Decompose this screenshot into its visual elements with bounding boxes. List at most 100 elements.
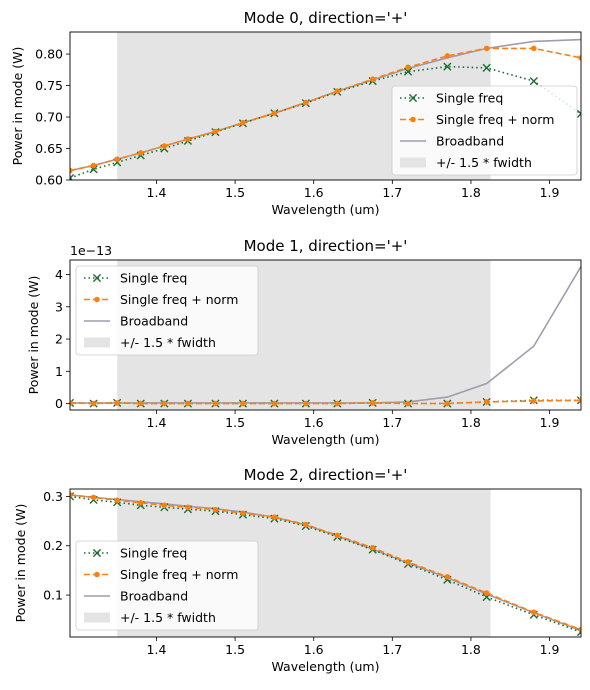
- chart-panel-1: 1.4 1.5 1.6 1.7 1.8 1.9 Wavelength (um) 0 1 2 3 4 Po…: [26, 237, 582, 447]
- legend-item: Broadband: [84, 589, 188, 604]
- x-tick-label: 1.7: [382, 415, 402, 430]
- x-tick-label: 1.8: [461, 415, 481, 430]
- data-point-single-freq: [70, 398, 75, 407]
- legend: Single freq Single freq + norm Broadband +/…: [75, 265, 259, 356]
- y-tick-label: 4: [55, 267, 63, 282]
- legend-marker-single-freq-norm: [94, 571, 100, 578]
- data-point-single-freq-norm: [212, 506, 219, 513]
- legend-marker-single-freq-norm: [94, 296, 100, 303]
- data-point-single-freq-norm: [483, 399, 490, 405]
- data-point-single-freq-norm: [334, 88, 341, 94]
- data-point-single-freq-norm: [137, 150, 144, 156]
- data-point-single-freq-norm: [185, 504, 191, 511]
- x-tick-label: 1.6: [304, 642, 324, 657]
- data-point-single-freq-norm: [240, 119, 246, 126]
- data-point-single-freq-norm: [271, 400, 278, 407]
- data-point-single-freq-norm: [303, 99, 309, 106]
- y-tick-label: 0.2: [43, 538, 63, 553]
- x-tick-label: 1.5: [225, 185, 245, 200]
- x-tick-label: 1.5: [225, 642, 245, 657]
- y-tick-label: 3: [55, 299, 63, 314]
- data-point-single-freq-norm: [405, 559, 411, 565]
- y-tick-label: 0: [55, 396, 63, 411]
- legend-label: Single freq: [120, 271, 187, 286]
- data-point-single-freq-norm: [161, 502, 168, 509]
- y-tick-label: 0.80: [35, 47, 63, 62]
- legend-label: Single freq + norm: [436, 112, 554, 127]
- data-point-single-freq: [482, 63, 491, 72]
- x-tick-label: 1.9: [540, 185, 560, 200]
- data-point-single-freq-norm: [578, 397, 581, 404]
- x-tick-label: 1.4: [147, 642, 167, 657]
- legend-item: Single freq: [400, 91, 503, 106]
- legend-item: Single freq + norm: [84, 567, 238, 582]
- data-point-single-freq-norm: [212, 400, 219, 407]
- data-point-single-freq-norm: [271, 110, 278, 117]
- data-point-single-freq-norm: [114, 400, 120, 406]
- data-point-single-freq-norm: [90, 162, 97, 169]
- data-point-single-freq-norm: [240, 400, 246, 407]
- legend-label: +/- 1.5 * fwidth: [120, 335, 216, 350]
- data-point-single-freq-norm: [185, 136, 191, 142]
- x-tick-label: 1.4: [147, 185, 167, 200]
- data-point-single-freq-norm: [70, 400, 73, 406]
- legend-item: Broadband: [84, 314, 188, 329]
- legend-label: Broadband: [120, 314, 188, 329]
- data-point-single-freq-norm: [212, 128, 219, 135]
- y-tick-label: 2: [55, 332, 63, 347]
- data-point-single-freq-norm: [90, 400, 97, 407]
- data-point-single-freq-norm: [240, 510, 246, 516]
- legend-item: +/- 1.5 * fwidth: [400, 155, 532, 170]
- y-axis-label: Power in mode (W): [10, 47, 25, 166]
- legend-label: Broadband: [120, 589, 188, 604]
- y-tick-label: 0.70: [35, 110, 63, 125]
- data-point-single-freq-norm: [405, 400, 411, 407]
- data-point-single-freq-norm: [444, 400, 451, 407]
- chart-title: Mode 0, direction='+': [244, 9, 408, 27]
- legend-label: +/- 1.5 * fwidth: [436, 155, 532, 170]
- chart-title: Mode 2, direction='+': [244, 466, 408, 484]
- y-tick-label: 0.1: [43, 588, 63, 603]
- legend-item: Single freq + norm: [400, 112, 554, 127]
- y-tick-label: 0.3: [43, 489, 63, 504]
- y-tick-label: 0.75: [35, 78, 63, 93]
- x-tick-label: 1.6: [304, 185, 324, 200]
- legend-swatch-band: [400, 157, 426, 168]
- series-single-freq-norm: [70, 45, 581, 174]
- data-point-single-freq-norm: [70, 492, 73, 498]
- x-tick-label: 1.8: [461, 642, 481, 657]
- chart-panel-2: 1.4 1.5 1.6 1.7 1.8 1.9 Wavelength (um) 0.1 0.2 0…: [13, 466, 582, 674]
- legend-marker-single-freq: [92, 273, 102, 283]
- legend-label: Single freq: [436, 91, 503, 106]
- series-single-freq-norm: [70, 397, 581, 407]
- data-point-single-freq-norm: [137, 500, 144, 506]
- y-axis-label: Power in mode (W): [13, 504, 28, 623]
- data-point-single-freq-norm: [531, 609, 537, 616]
- legend-swatch-band: [84, 337, 110, 348]
- legend-item: Single freq + norm: [84, 292, 238, 307]
- legend-item: Single freq: [84, 546, 187, 561]
- data-point-single-freq-norm: [70, 167, 73, 174]
- x-tick-label: 1.9: [540, 642, 560, 657]
- data-point-single-freq-norm: [303, 400, 309, 407]
- data-point-single-freq: [403, 67, 413, 76]
- legend-marker-single-freq: [92, 548, 102, 558]
- series-line-single-freq-norm: [70, 494, 581, 631]
- x-axis-label: Wavelength (um): [272, 659, 380, 674]
- data-point-single-freq-norm: [578, 55, 581, 61]
- data-point-single-freq-norm: [483, 45, 490, 52]
- legend: Single freq Single freq + norm Broadband +/…: [75, 540, 259, 631]
- series-single-freq-norm: [70, 492, 581, 633]
- legend-item: +/- 1.5 * fwidth: [84, 610, 216, 625]
- data-point-single-freq-norm: [405, 64, 411, 71]
- data-point-single-freq-norm: [271, 514, 278, 520]
- legend-label: Single freq + norm: [120, 567, 238, 582]
- x-tick-label: 1.7: [382, 185, 402, 200]
- x-tick-label: 1.6: [304, 415, 324, 430]
- legend-item: Single freq: [84, 271, 187, 286]
- data-point-single-freq: [443, 62, 452, 71]
- data-point-single-freq-norm: [334, 400, 341, 407]
- legend-marker-single-freq: [408, 93, 418, 103]
- data-point-single-freq-norm: [303, 521, 309, 528]
- y-axis-label: Power in mode (W): [26, 276, 41, 395]
